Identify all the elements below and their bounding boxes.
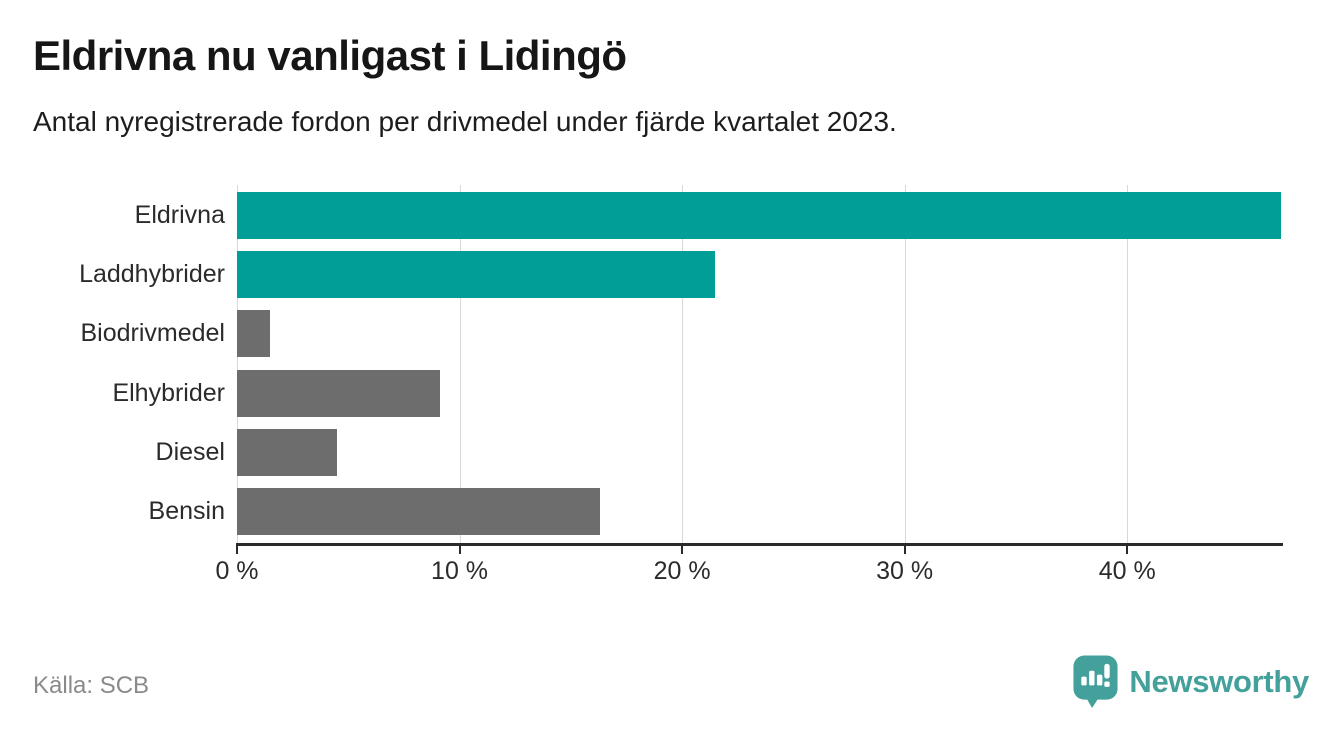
bar-chart: 0 % 10 % 20 % 30 % 40 % Eldrivna Laddhybrider…: [0, 185, 1340, 595]
plot-area: 0 % 10 % 20 % 30 % 40 %: [215, 185, 1283, 585]
grid-line: [682, 185, 684, 543]
brand-name: Newsworthy: [1129, 663, 1309, 699]
grid-line: [904, 185, 906, 543]
bar-diesel: [237, 428, 338, 476]
x-axis-tick: [1126, 543, 1129, 554]
bar-bensin: [237, 488, 600, 535]
newsworthy-bubble-chart-icon: [1072, 654, 1119, 709]
page-title: Eldrivna nu vanligast i Lidingö: [33, 32, 627, 79]
category-label: Laddhybrider: [79, 260, 225, 289]
x-axis-line: [237, 543, 1283, 546]
category-label: Biodrivmedel: [80, 319, 225, 348]
grid-line: [1127, 185, 1129, 543]
source-note: Källa: SCB: [33, 672, 150, 699]
bar-eldrivna: [237, 192, 1281, 239]
brand-logo: Newsworthy: [1072, 654, 1309, 709]
category-label: Eldrivna: [134, 201, 225, 229]
bar-laddhybrider: [237, 251, 716, 299]
category-label: Elhybrider: [112, 378, 225, 407]
grid-line: [237, 185, 238, 543]
x-axis-tick: [903, 543, 906, 554]
x-tick-label: 0 %: [215, 557, 259, 585]
x-axis-tick: [236, 543, 238, 554]
page-subtitle: Antal nyregistrerade fordon per drivmede…: [33, 106, 897, 137]
bar-elhybrider: [237, 369, 440, 417]
x-axis-tick: [458, 543, 461, 554]
category-label: Diesel: [155, 437, 225, 466]
grid-line: [459, 185, 461, 543]
x-tick-label: 40 %: [1098, 557, 1156, 585]
x-axis-tick: [681, 543, 684, 554]
x-tick-label: 10 %: [431, 557, 489, 585]
x-tick-label: 30 %: [876, 557, 934, 585]
bar-biodrivmedel: [237, 310, 271, 358]
x-tick-label: 20 %: [653, 557, 711, 585]
category-label: Bensin: [148, 497, 225, 525]
